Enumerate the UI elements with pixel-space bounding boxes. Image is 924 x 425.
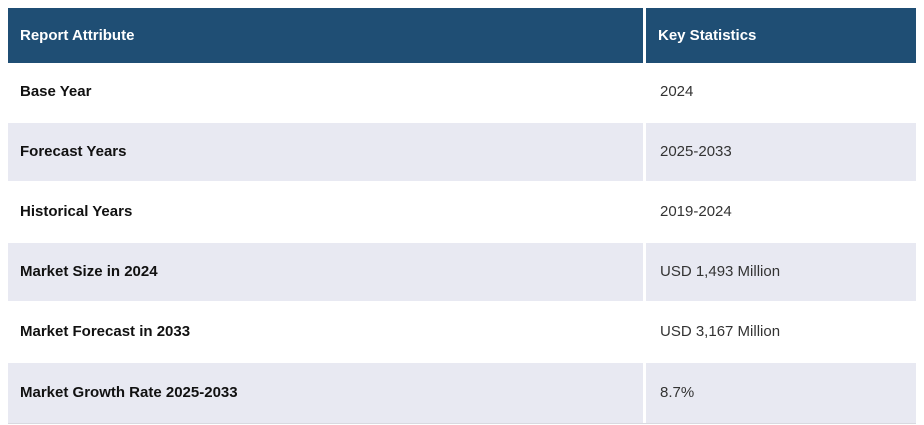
value-cell: 2019-2024	[646, 183, 916, 243]
value-cell: 8.7%	[646, 363, 916, 423]
table-row-growth-rate: Market Growth Rate 2025-2033 8.7%	[8, 363, 916, 423]
table-row-historical-years: Historical Years 2019-2024	[8, 183, 916, 243]
table-body: Base Year 2024 Forecast Years 2025-2033 …	[8, 63, 916, 423]
table-row-market-forecast: Market Forecast in 2033 USD 3,167 Millio…	[8, 303, 916, 363]
table-row-forecast-years: Forecast Years 2025-2033	[8, 123, 916, 183]
attribute-cell: Historical Years	[8, 183, 646, 243]
table-row-base-year: Base Year 2024	[8, 63, 916, 123]
col-header-key-statistics: Key Statistics	[646, 8, 916, 63]
value-cell: 2024	[646, 63, 916, 123]
col-header-report-attribute: Report Attribute	[8, 8, 646, 63]
table-row-market-size: Market Size in 2024 USD 1,493 Million	[8, 243, 916, 303]
value-cell: USD 3,167 Million	[646, 303, 916, 363]
report-attributes-table: Report Attribute Key Statistics Base Yea…	[8, 8, 916, 424]
table-header-row: Report Attribute Key Statistics	[8, 8, 916, 63]
attribute-cell: Forecast Years	[8, 123, 646, 183]
value-cell: 2025-2033	[646, 123, 916, 183]
attribute-cell: Base Year	[8, 63, 646, 123]
attribute-cell: Market Growth Rate 2025-2033	[8, 363, 646, 423]
attribute-cell: Market Forecast in 2033	[8, 303, 646, 363]
attribute-cell: Market Size in 2024	[8, 243, 646, 303]
value-cell: USD 1,493 Million	[646, 243, 916, 303]
